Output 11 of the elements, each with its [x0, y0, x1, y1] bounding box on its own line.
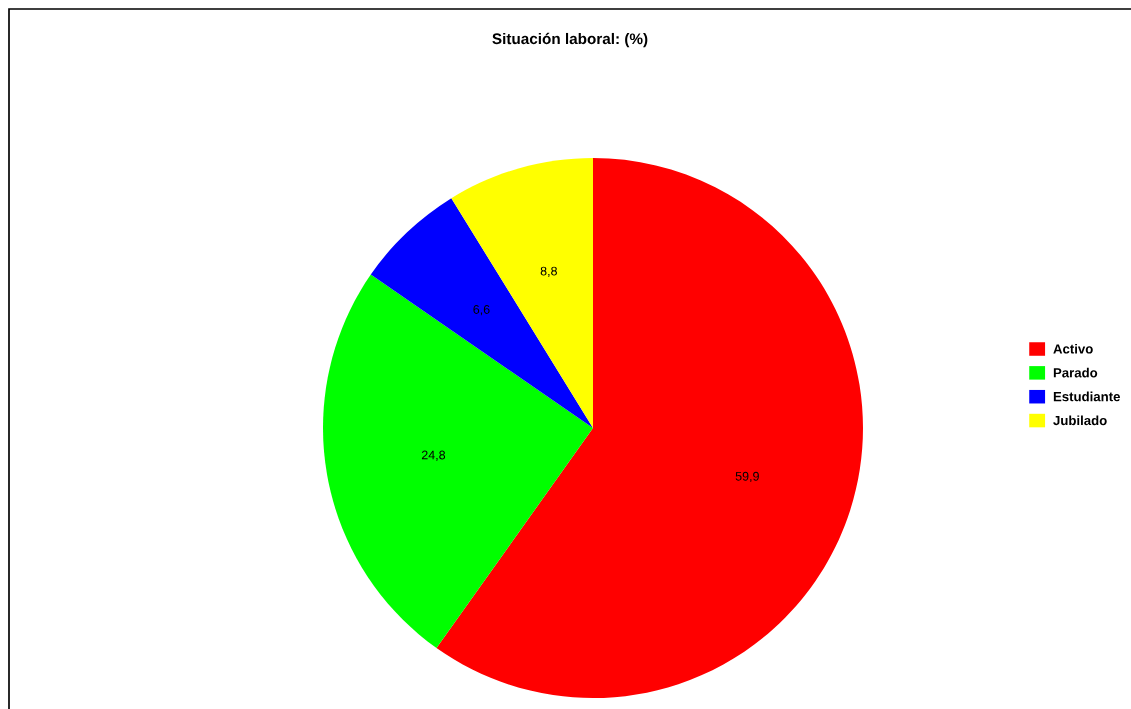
pie-slice: [370, 198, 593, 428]
legend-label: Activo: [1053, 343, 1093, 354]
pie-slice: [451, 158, 593, 428]
data-label: 59,9: [735, 471, 759, 483]
data-label: 6,6: [473, 305, 490, 316]
legend-label: Parado: [1053, 367, 1098, 378]
legend-label: Jubilado: [1053, 415, 1107, 426]
legend-label: Estudiante: [1053, 391, 1120, 402]
chart-title: Situación laboral: (%): [492, 32, 648, 48]
data-label: 24,8: [421, 450, 446, 461]
data-label: 8,8: [540, 266, 557, 277]
